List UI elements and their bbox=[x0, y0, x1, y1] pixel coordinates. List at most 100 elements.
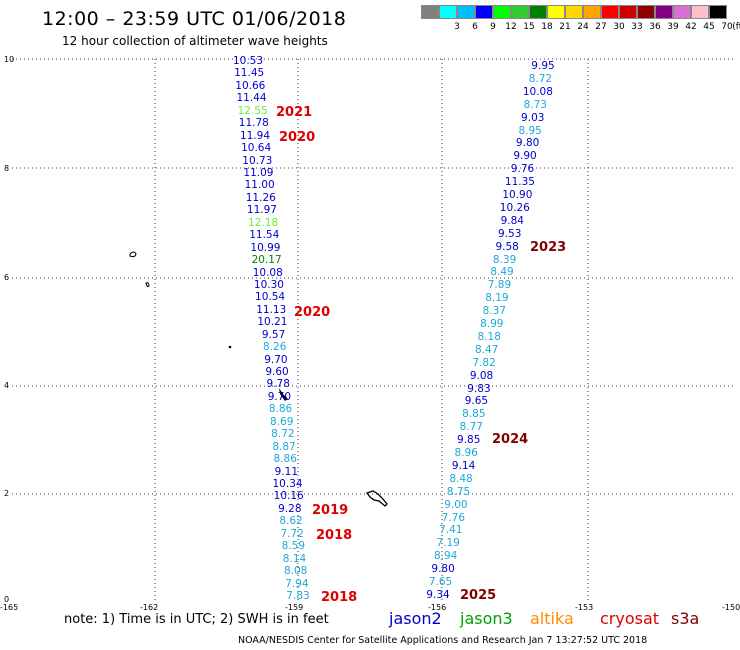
wave-height-value: 11.00 bbox=[244, 179, 275, 192]
y-tick-label: 2 bbox=[4, 489, 10, 498]
wave-height-value: 11.44 bbox=[236, 92, 267, 105]
wave-height-value: 10.99 bbox=[250, 241, 281, 254]
y-tick-label: 4 bbox=[4, 381, 10, 390]
legend-label: 12 bbox=[505, 22, 517, 32]
wave-height-value: 8.39 bbox=[492, 253, 517, 266]
wave-height-value: 7.83 bbox=[286, 590, 310, 602]
pass-time-label: 2018 bbox=[321, 590, 358, 605]
wave-height-value: 9.70 bbox=[267, 390, 292, 403]
footer-credit: NOAA/NESDIS Center for Satellite Applica… bbox=[238, 635, 648, 646]
wave-height-value: 9.65 bbox=[464, 395, 489, 408]
legend-label: 9 bbox=[490, 22, 496, 32]
legend-swatch bbox=[439, 5, 457, 19]
wave-height-value: 9.83 bbox=[467, 382, 491, 395]
wave-height-value: 9.28 bbox=[278, 502, 302, 515]
wave-height-value: 8.14 bbox=[282, 552, 307, 565]
legend-unit: (ft) bbox=[732, 22, 740, 32]
y-tick-label: 10 bbox=[4, 55, 15, 64]
y-tick-label: 6 bbox=[4, 273, 10, 282]
wave-height-value: 11.26 bbox=[245, 191, 276, 204]
wave-height-value: 7.89 bbox=[487, 279, 512, 292]
x-tick-label: -156 bbox=[428, 603, 447, 612]
pass-time-label: 2020 bbox=[279, 130, 316, 145]
wave-height-value: 8.47 bbox=[474, 343, 499, 356]
wave-height-value: 8.59 bbox=[281, 540, 306, 553]
island-outlines bbox=[129, 251, 388, 507]
legend-label: 18 bbox=[541, 22, 553, 32]
wave-height-value: 11.13 bbox=[256, 303, 287, 316]
wave-height-value: 9.11 bbox=[274, 465, 299, 478]
legend-swatch bbox=[709, 5, 727, 19]
legend-label: 33 bbox=[631, 22, 643, 32]
wave-height-value: 10.08 bbox=[252, 266, 283, 279]
legend-swatch bbox=[493, 5, 511, 19]
pass-time-label: 2023 bbox=[530, 240, 567, 255]
wave-height-value: 9.76 bbox=[510, 163, 535, 176]
wave-height-value: 10.53 bbox=[232, 55, 264, 67]
x-tick-label: -165 bbox=[0, 603, 19, 612]
legend-swatch bbox=[511, 5, 529, 19]
wave-height-value: 7.19 bbox=[436, 537, 460, 550]
wave-height-value: 9.00 bbox=[444, 498, 468, 511]
footer-note: note: 1) Time is in UTC; 2) SWH is in fe… bbox=[64, 612, 329, 627]
wave-height-value: 8.48 bbox=[449, 472, 473, 485]
wave-height-value: 8.08 bbox=[283, 565, 308, 578]
legend-label: 21 bbox=[559, 22, 571, 32]
legend-label: 27 bbox=[595, 22, 607, 32]
wave-height-value: 11.97 bbox=[246, 204, 277, 217]
legend-swatch bbox=[619, 5, 637, 19]
legend-label: 24 bbox=[577, 22, 589, 32]
wave-height-value: 11.35 bbox=[504, 176, 535, 189]
wave-height-value: 9.95 bbox=[531, 60, 555, 72]
wave-height-value: 8.99 bbox=[480, 318, 504, 331]
wave-height-value: 7.82 bbox=[472, 356, 496, 369]
wave-height-value: 10.21 bbox=[257, 316, 288, 329]
legend-swatch bbox=[601, 5, 619, 19]
legend-label: 36 bbox=[649, 22, 661, 32]
wave-height-value: 10.30 bbox=[253, 278, 284, 291]
pass-time-label: 2018 bbox=[316, 528, 353, 543]
wave-height-value: 8.72 bbox=[528, 72, 553, 85]
satellite-s3a: s3a bbox=[671, 609, 700, 628]
wave-height-value: 8.86 bbox=[268, 403, 293, 416]
x-tick-label: -150 bbox=[722, 603, 740, 612]
wave-height-value: 9.08 bbox=[469, 369, 494, 382]
wave-height-value: 8.95 bbox=[518, 124, 542, 137]
wave-height-value: 8.18 bbox=[477, 330, 501, 343]
wave-height-value: 10.66 bbox=[235, 79, 266, 92]
wave-height-value: 9.34 bbox=[426, 589, 450, 601]
y-tick-label: 0 bbox=[4, 595, 10, 604]
wave-height-value: 10.08 bbox=[522, 85, 553, 98]
wave-height-value: 7.65 bbox=[428, 576, 453, 589]
legend-swatch bbox=[421, 5, 439, 19]
wave-height-value: 8.69 bbox=[270, 415, 294, 428]
satellite-jason2: jason2 bbox=[389, 609, 442, 628]
pass-time-label: 2020 bbox=[294, 305, 331, 320]
wave-height-value: 8.87 bbox=[272, 440, 296, 453]
wave-height-value: 8.94 bbox=[433, 550, 458, 563]
wave-height-value: 10.26 bbox=[499, 201, 530, 214]
legend-label: 6 bbox=[472, 22, 478, 32]
legend-swatch bbox=[529, 5, 547, 19]
y-tick-label: 8 bbox=[4, 164, 10, 173]
legend-swatch bbox=[583, 5, 601, 19]
legend-swatch bbox=[457, 5, 475, 19]
wave-height-value: 9.84 bbox=[500, 214, 524, 227]
legend-label: 70 bbox=[721, 22, 733, 32]
x-tick-label: -162 bbox=[140, 603, 159, 612]
wave-height-value: 8.19 bbox=[485, 292, 509, 305]
wave-height-value: 9.58 bbox=[495, 240, 519, 253]
wave-height-value: 9.53 bbox=[498, 227, 522, 240]
wave-height-value: 11.78 bbox=[238, 117, 269, 130]
wave-height-value: 9.57 bbox=[261, 328, 286, 341]
legend-swatch bbox=[475, 5, 493, 19]
wave-height-value: 10.90 bbox=[502, 189, 533, 202]
wave-height-value: 9.60 bbox=[265, 366, 289, 379]
wave-height-value: 9.78 bbox=[266, 378, 290, 391]
wave-height-value: 7.72 bbox=[280, 527, 304, 540]
wave-height-value: 8.73 bbox=[523, 98, 547, 111]
wave-height-value: 8.26 bbox=[263, 341, 287, 354]
legend-label: 45 bbox=[703, 22, 715, 32]
legend-label: 42 bbox=[685, 22, 697, 32]
wave-height-value: 20.17 bbox=[251, 254, 282, 267]
